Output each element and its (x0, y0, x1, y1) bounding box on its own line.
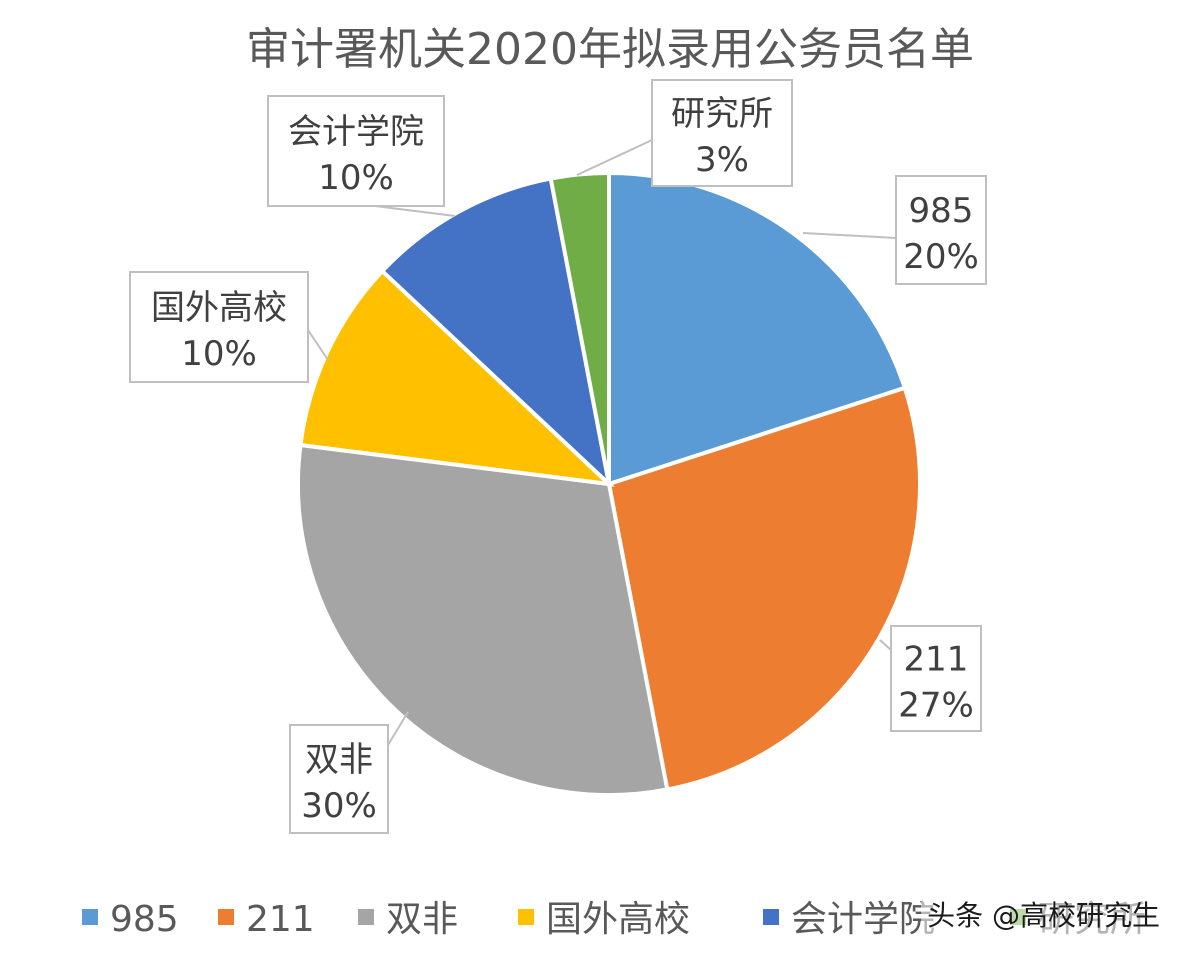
data-label-box (651, 79, 793, 187)
data-label-percent: 20% (903, 237, 979, 277)
pie-slice-3 (296, 442, 670, 797)
legend-swatch (82, 909, 98, 925)
data-label-6: 研究所 3% (651, 79, 793, 187)
legend-item-2: 211 (218, 899, 315, 940)
data-label-name: 双非 (305, 740, 373, 780)
pie-slice-4 (298, 268, 615, 487)
data-label-name: 研究所 (671, 94, 773, 134)
data-label-percent: 30% (301, 786, 377, 826)
leader-line-3 (387, 711, 409, 746)
legend-item-3: 双非 (358, 899, 458, 940)
pie-slice-5 (379, 176, 613, 490)
data-label-percent: 10% (181, 334, 257, 374)
legend-label: 会计学院 (791, 899, 935, 940)
data-label-percent: 3% (695, 140, 749, 180)
leader-line-5 (374, 205, 456, 217)
leader-line-2 (879, 639, 892, 651)
data-label-box (890, 625, 982, 732)
watermark-backdrop (921, 895, 1166, 936)
leader-line-1 (802, 232, 897, 239)
legend-swatch (218, 909, 234, 925)
legend-item-5: 会计学院 (763, 899, 935, 940)
watermark: 头条 @高校研究生 (921, 895, 1166, 936)
data-label-percent: 27% (898, 686, 974, 726)
data-label-box (895, 175, 987, 285)
data-label-box (289, 724, 389, 834)
data-label-3: 双非 30% (289, 724, 389, 834)
legend-label: 211 (246, 899, 315, 940)
legend-swatch (358, 909, 374, 925)
data-label-4: 国外高校 10% (129, 271, 309, 383)
watermark-text: 头条 @高校研究生 (927, 899, 1160, 932)
data-label-percent: 10% (318, 158, 394, 198)
data-label-name: 211 (904, 640, 969, 680)
data-label-5: 会计学院 10% (267, 95, 445, 207)
data-label-name: 985 (909, 191, 974, 231)
label-leader-lines (307, 139, 897, 746)
legend-item-4: 国外高校 (518, 899, 690, 940)
legend-label: 985 (110, 899, 179, 940)
pie-slices (296, 170, 922, 797)
data-label-box (129, 271, 309, 383)
leader-line-6 (576, 139, 653, 176)
data-label-name: 会计学院 (288, 112, 424, 152)
legend-label: 国外高校 (546, 899, 690, 940)
data-label-box (267, 95, 445, 207)
legend-swatch (518, 909, 534, 925)
pie-slice-2 (606, 385, 922, 792)
leader-line-4 (307, 329, 329, 361)
legend-swatch (763, 909, 779, 925)
data-label-name: 国外高校 (151, 288, 287, 328)
chart-title: 审计署机关2020年拟录用公务员名单 (246, 24, 974, 75)
legend-label: 双非 (386, 899, 458, 940)
legend-item-1: 985 (82, 899, 179, 940)
